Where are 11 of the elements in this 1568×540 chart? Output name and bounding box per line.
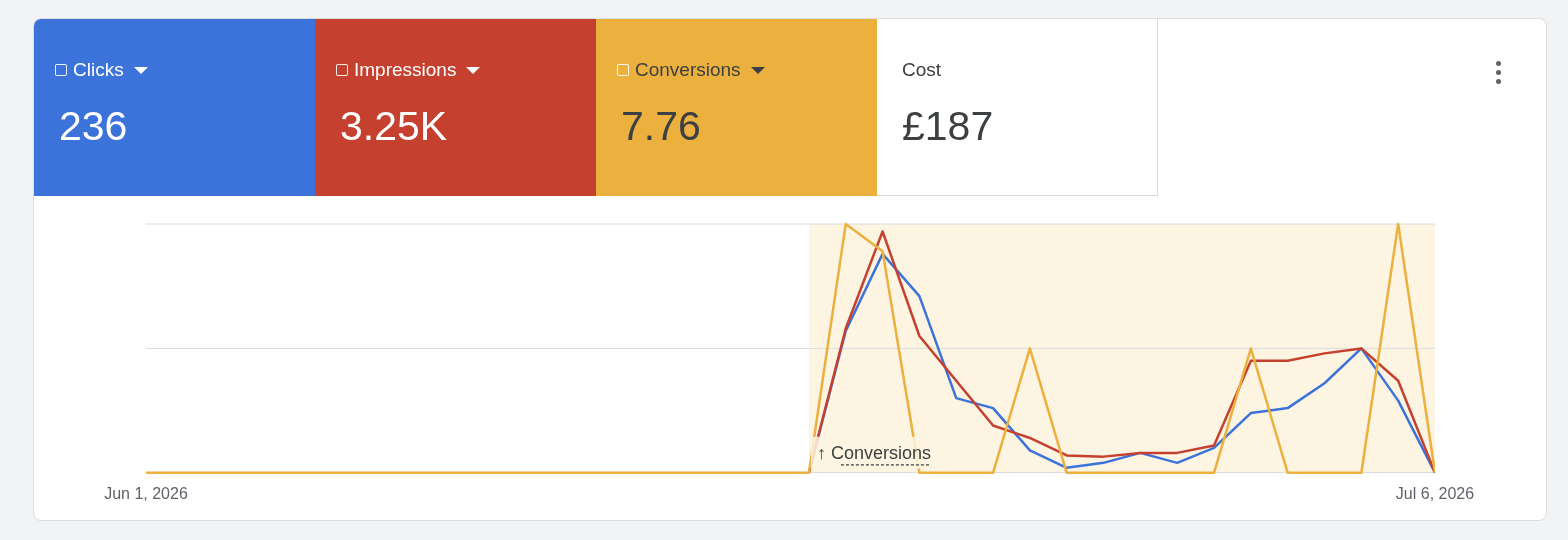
x-tick-label: Jul 6, 2026 [1395, 484, 1475, 502]
band-label: ↑ Conversions [816, 442, 931, 463]
legend-label: Impressions [354, 59, 457, 81]
text: 3.25K [340, 103, 449, 150]
text: Cost [902, 59, 943, 81]
text: £187 [902, 103, 995, 150]
text: 236 [59, 103, 129, 150]
legend-label: Clicks [73, 59, 124, 81]
text: 7.76 [621, 103, 702, 150]
x-tick-label: Jun 1, 2026 [104, 484, 188, 502]
legend-label: Conversions [635, 59, 741, 81]
